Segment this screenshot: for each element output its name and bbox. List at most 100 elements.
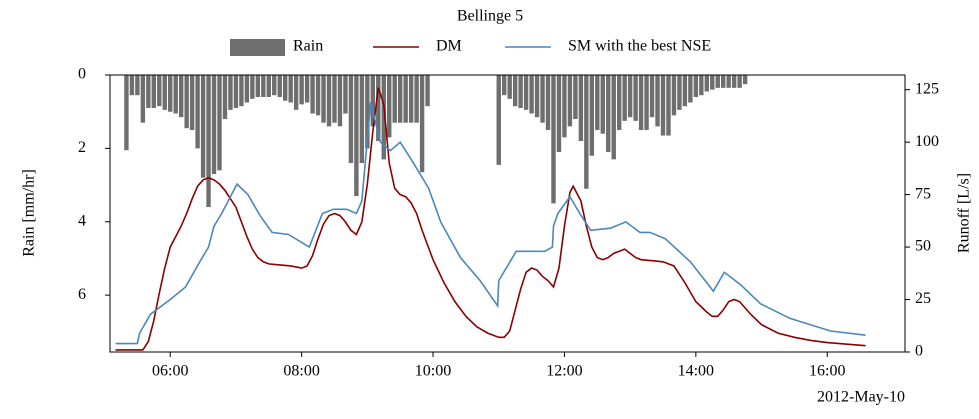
rain-bar xyxy=(233,75,239,109)
y2-tick-label: 75 xyxy=(915,185,931,202)
chart-title: Bellinge 5 xyxy=(457,8,523,25)
rain-bar xyxy=(283,75,288,101)
rain-bar xyxy=(638,75,644,131)
rain-bar xyxy=(567,75,573,127)
rain-bar xyxy=(595,75,600,131)
legend-swatch xyxy=(230,39,285,56)
rain-bar xyxy=(359,75,365,164)
rain-bar xyxy=(682,75,688,107)
rain-bar xyxy=(222,75,228,120)
rain-bar xyxy=(310,75,315,114)
rain-bar xyxy=(737,75,742,88)
rain-bar xyxy=(189,75,195,131)
rain-bar xyxy=(146,75,151,109)
plot-area xyxy=(115,75,866,351)
rain-bar xyxy=(562,75,567,138)
rain-bar xyxy=(710,75,715,90)
rain-bar xyxy=(644,75,649,131)
rain-bar xyxy=(616,75,622,131)
y2-axis-label: Runoff [L/s] xyxy=(956,173,973,253)
rain-bar xyxy=(425,75,430,107)
rain-bar xyxy=(556,75,562,153)
rain-bar xyxy=(551,75,556,204)
rain-bar xyxy=(502,75,507,96)
y-axis-label: Rain [mm/hr] xyxy=(21,169,38,257)
y2-tick-label: 25 xyxy=(915,290,931,307)
rain-bar xyxy=(157,75,162,107)
rain-bar xyxy=(677,75,682,110)
rain-bar xyxy=(540,75,545,123)
rain-bar xyxy=(545,75,551,131)
legend-label: DM xyxy=(436,38,462,55)
rain-bar xyxy=(343,75,348,114)
rain-bar xyxy=(217,75,222,171)
rain-bar xyxy=(408,75,414,123)
rain-bar xyxy=(699,75,704,96)
rain-bar xyxy=(162,75,167,110)
rain-bar xyxy=(611,75,616,160)
rain-bar xyxy=(666,75,671,136)
x-tick-label: 12:00 xyxy=(546,363,582,380)
rain-bar xyxy=(584,75,589,189)
rain-bar xyxy=(381,75,386,160)
rain-bar xyxy=(721,75,726,88)
y2-tick-label: 100 xyxy=(915,133,939,150)
rain-bar xyxy=(370,75,376,127)
rain-bar xyxy=(288,75,293,103)
rain-bar xyxy=(507,75,512,99)
rain-bar xyxy=(660,75,666,136)
rain-bar xyxy=(693,75,699,98)
rain-bar xyxy=(671,75,677,116)
rain-bar xyxy=(184,75,189,129)
rain-bar xyxy=(173,75,178,114)
rain-bar xyxy=(304,75,310,103)
rain-bar xyxy=(387,75,392,138)
rain-bar xyxy=(715,75,720,88)
rain-bar xyxy=(704,75,709,92)
rain-bar xyxy=(655,75,660,127)
rain-bar xyxy=(518,75,523,109)
rain-bar xyxy=(211,75,217,175)
runoff-line xyxy=(115,87,866,351)
rain-bar xyxy=(397,75,403,123)
rain-bar xyxy=(600,75,605,134)
y2-tick-label: 50 xyxy=(915,238,931,255)
rain-bar xyxy=(742,75,748,85)
plot-frame xyxy=(109,74,906,353)
rain-bar xyxy=(293,75,299,110)
rain-bar xyxy=(348,75,354,164)
rain-bar xyxy=(266,75,271,98)
rain-bar xyxy=(606,75,611,153)
rain-bar xyxy=(414,75,419,123)
x-tick-label: 08:00 xyxy=(283,363,319,380)
rain-bar xyxy=(622,75,627,121)
rain-bar xyxy=(250,75,255,99)
rain-bar xyxy=(512,75,518,107)
rain-bar xyxy=(354,75,359,197)
rain-bar xyxy=(299,75,304,105)
rain-bar xyxy=(523,75,529,110)
rain-bar xyxy=(135,75,140,96)
x-offset-label: 2012-May-10 xyxy=(817,389,905,406)
rain-bar xyxy=(168,75,173,112)
y2-tick-label: 125 xyxy=(915,80,939,97)
y2-tick-label: 0 xyxy=(915,343,923,360)
rain-bar xyxy=(688,75,693,103)
y-tick-label: 2 xyxy=(78,139,86,156)
rain-bar xyxy=(365,75,370,149)
y-tick-label: 6 xyxy=(78,286,86,303)
rain-bar xyxy=(578,75,584,142)
rain-bar xyxy=(419,75,425,173)
rain-bar xyxy=(178,75,184,118)
x-tick-label: 14:00 xyxy=(678,363,714,380)
rain-bar xyxy=(261,75,266,98)
rain-bar xyxy=(315,75,321,116)
rain-bar xyxy=(731,75,737,88)
rain-bar xyxy=(200,75,206,178)
rain-bar xyxy=(337,75,343,127)
rain-bar xyxy=(124,75,129,151)
rain-bar xyxy=(244,75,250,103)
rain-bar xyxy=(272,75,277,96)
rain-bar xyxy=(633,75,638,121)
